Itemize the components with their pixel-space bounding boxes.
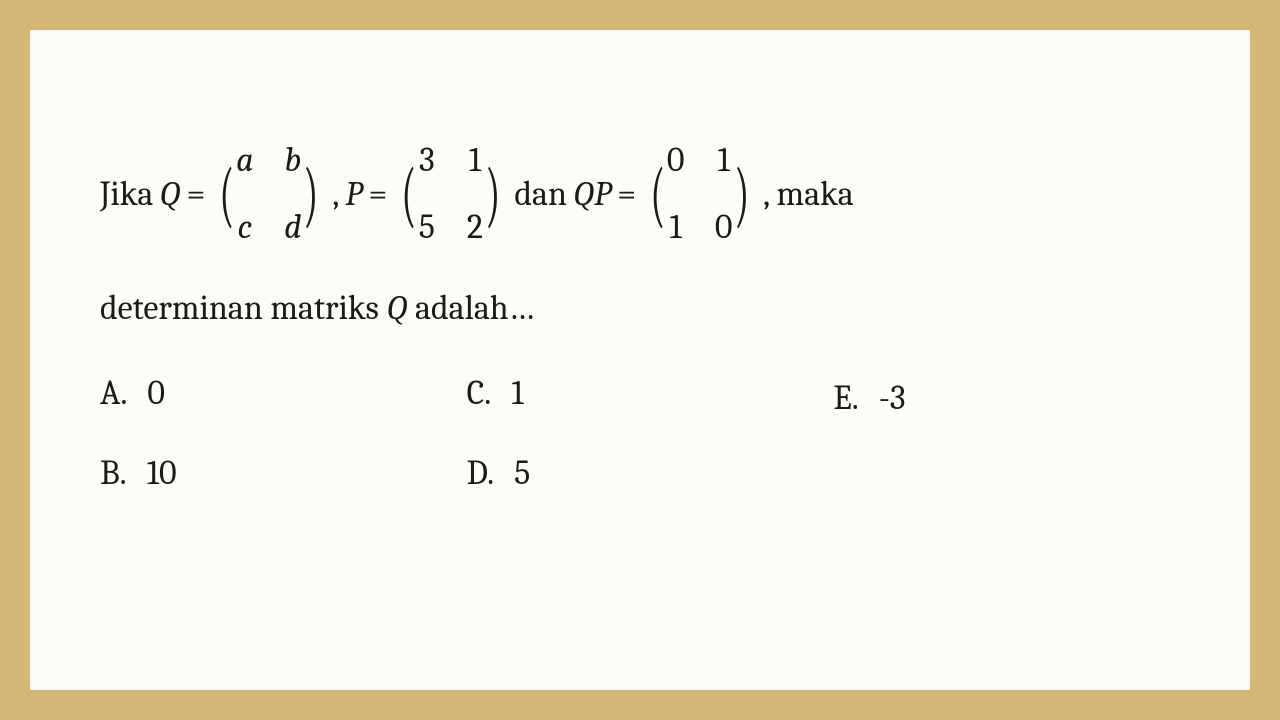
option-A-value: 0: [147, 373, 165, 418]
matrix-P-body: 3 1 5 2: [417, 130, 485, 258]
option-C[interactable]: C. 1: [467, 373, 814, 418]
var-P: P: [345, 164, 362, 225]
option-E-value: -3: [879, 378, 906, 418]
mQP-r1c1: 0: [666, 130, 686, 191]
mQ-r2c1: c: [235, 197, 255, 258]
line2-post: adalah…: [407, 288, 534, 328]
option-C-value: 1: [511, 373, 523, 418]
option-B-letter: B.: [100, 453, 127, 493]
mQ-r1c1: a: [235, 130, 255, 191]
mP-r2c2: 2: [465, 197, 485, 258]
paren-right: ): [303, 164, 318, 225]
eq-3: =: [617, 164, 636, 225]
paren-left: (: [650, 164, 665, 225]
options-grid: A. 0 C. 1 E. -3 B. 10 D. 5: [100, 373, 1180, 493]
paren-right: ): [485, 164, 500, 225]
option-B[interactable]: B. 10: [100, 453, 447, 493]
mP-r2c1: 5: [417, 197, 437, 258]
paren-left: (: [220, 164, 235, 225]
mQP-r2c1: 1: [666, 197, 686, 258]
mQ-r1c2: b: [283, 130, 303, 191]
matrix-QP: ( 0 1 1 0 ): [644, 130, 755, 258]
question-line-1: Jika Q = ( a b c d ) , P = (: [100, 130, 1180, 258]
comma-1: ,: [332, 164, 339, 225]
line2-pre: determinan matriks: [100, 288, 386, 328]
paren-left: (: [402, 164, 417, 225]
mP-r1c1: 3: [417, 130, 437, 191]
paren-right: ): [734, 164, 749, 225]
question-card: Jika Q = ( a b c d ) , P = (: [30, 30, 1250, 690]
mP-r1c2: 1: [465, 130, 485, 191]
matrix-P: ( 3 1 5 2 ): [395, 130, 506, 258]
option-E[interactable]: E. -3: [833, 378, 1180, 418]
matrix-Q-body: a b c d: [235, 130, 303, 258]
var-QP: QP: [573, 164, 611, 225]
option-B-value: 10: [147, 453, 177, 493]
matrix-Q: ( a b c d ): [213, 130, 324, 258]
text-jika: Jika: [100, 164, 153, 225]
mQP-r2c2: 0: [714, 197, 734, 258]
option-D[interactable]: D. 5: [467, 453, 814, 493]
option-D-letter: D.: [467, 453, 494, 493]
matrix-QP-body: 0 1 1 0: [666, 130, 734, 258]
var-Q: Q: [159, 164, 180, 225]
mQ-r2c2: d: [283, 197, 303, 258]
mQP-r1c2: 1: [714, 130, 734, 191]
text-dan: dan: [514, 164, 567, 225]
option-E-letter: E.: [833, 378, 858, 418]
question-line-2: determinan matriks Q adalah…: [100, 288, 1180, 328]
text-maka: , maka: [763, 164, 854, 225]
line2-var: Q: [386, 288, 407, 328]
option-A-letter: A.: [100, 373, 127, 418]
option-A[interactable]: A. 0: [100, 373, 447, 418]
eq-1: =: [187, 164, 206, 225]
option-C-letter: C.: [467, 373, 492, 418]
option-D-value: 5: [514, 453, 530, 493]
eq-2: =: [368, 164, 387, 225]
